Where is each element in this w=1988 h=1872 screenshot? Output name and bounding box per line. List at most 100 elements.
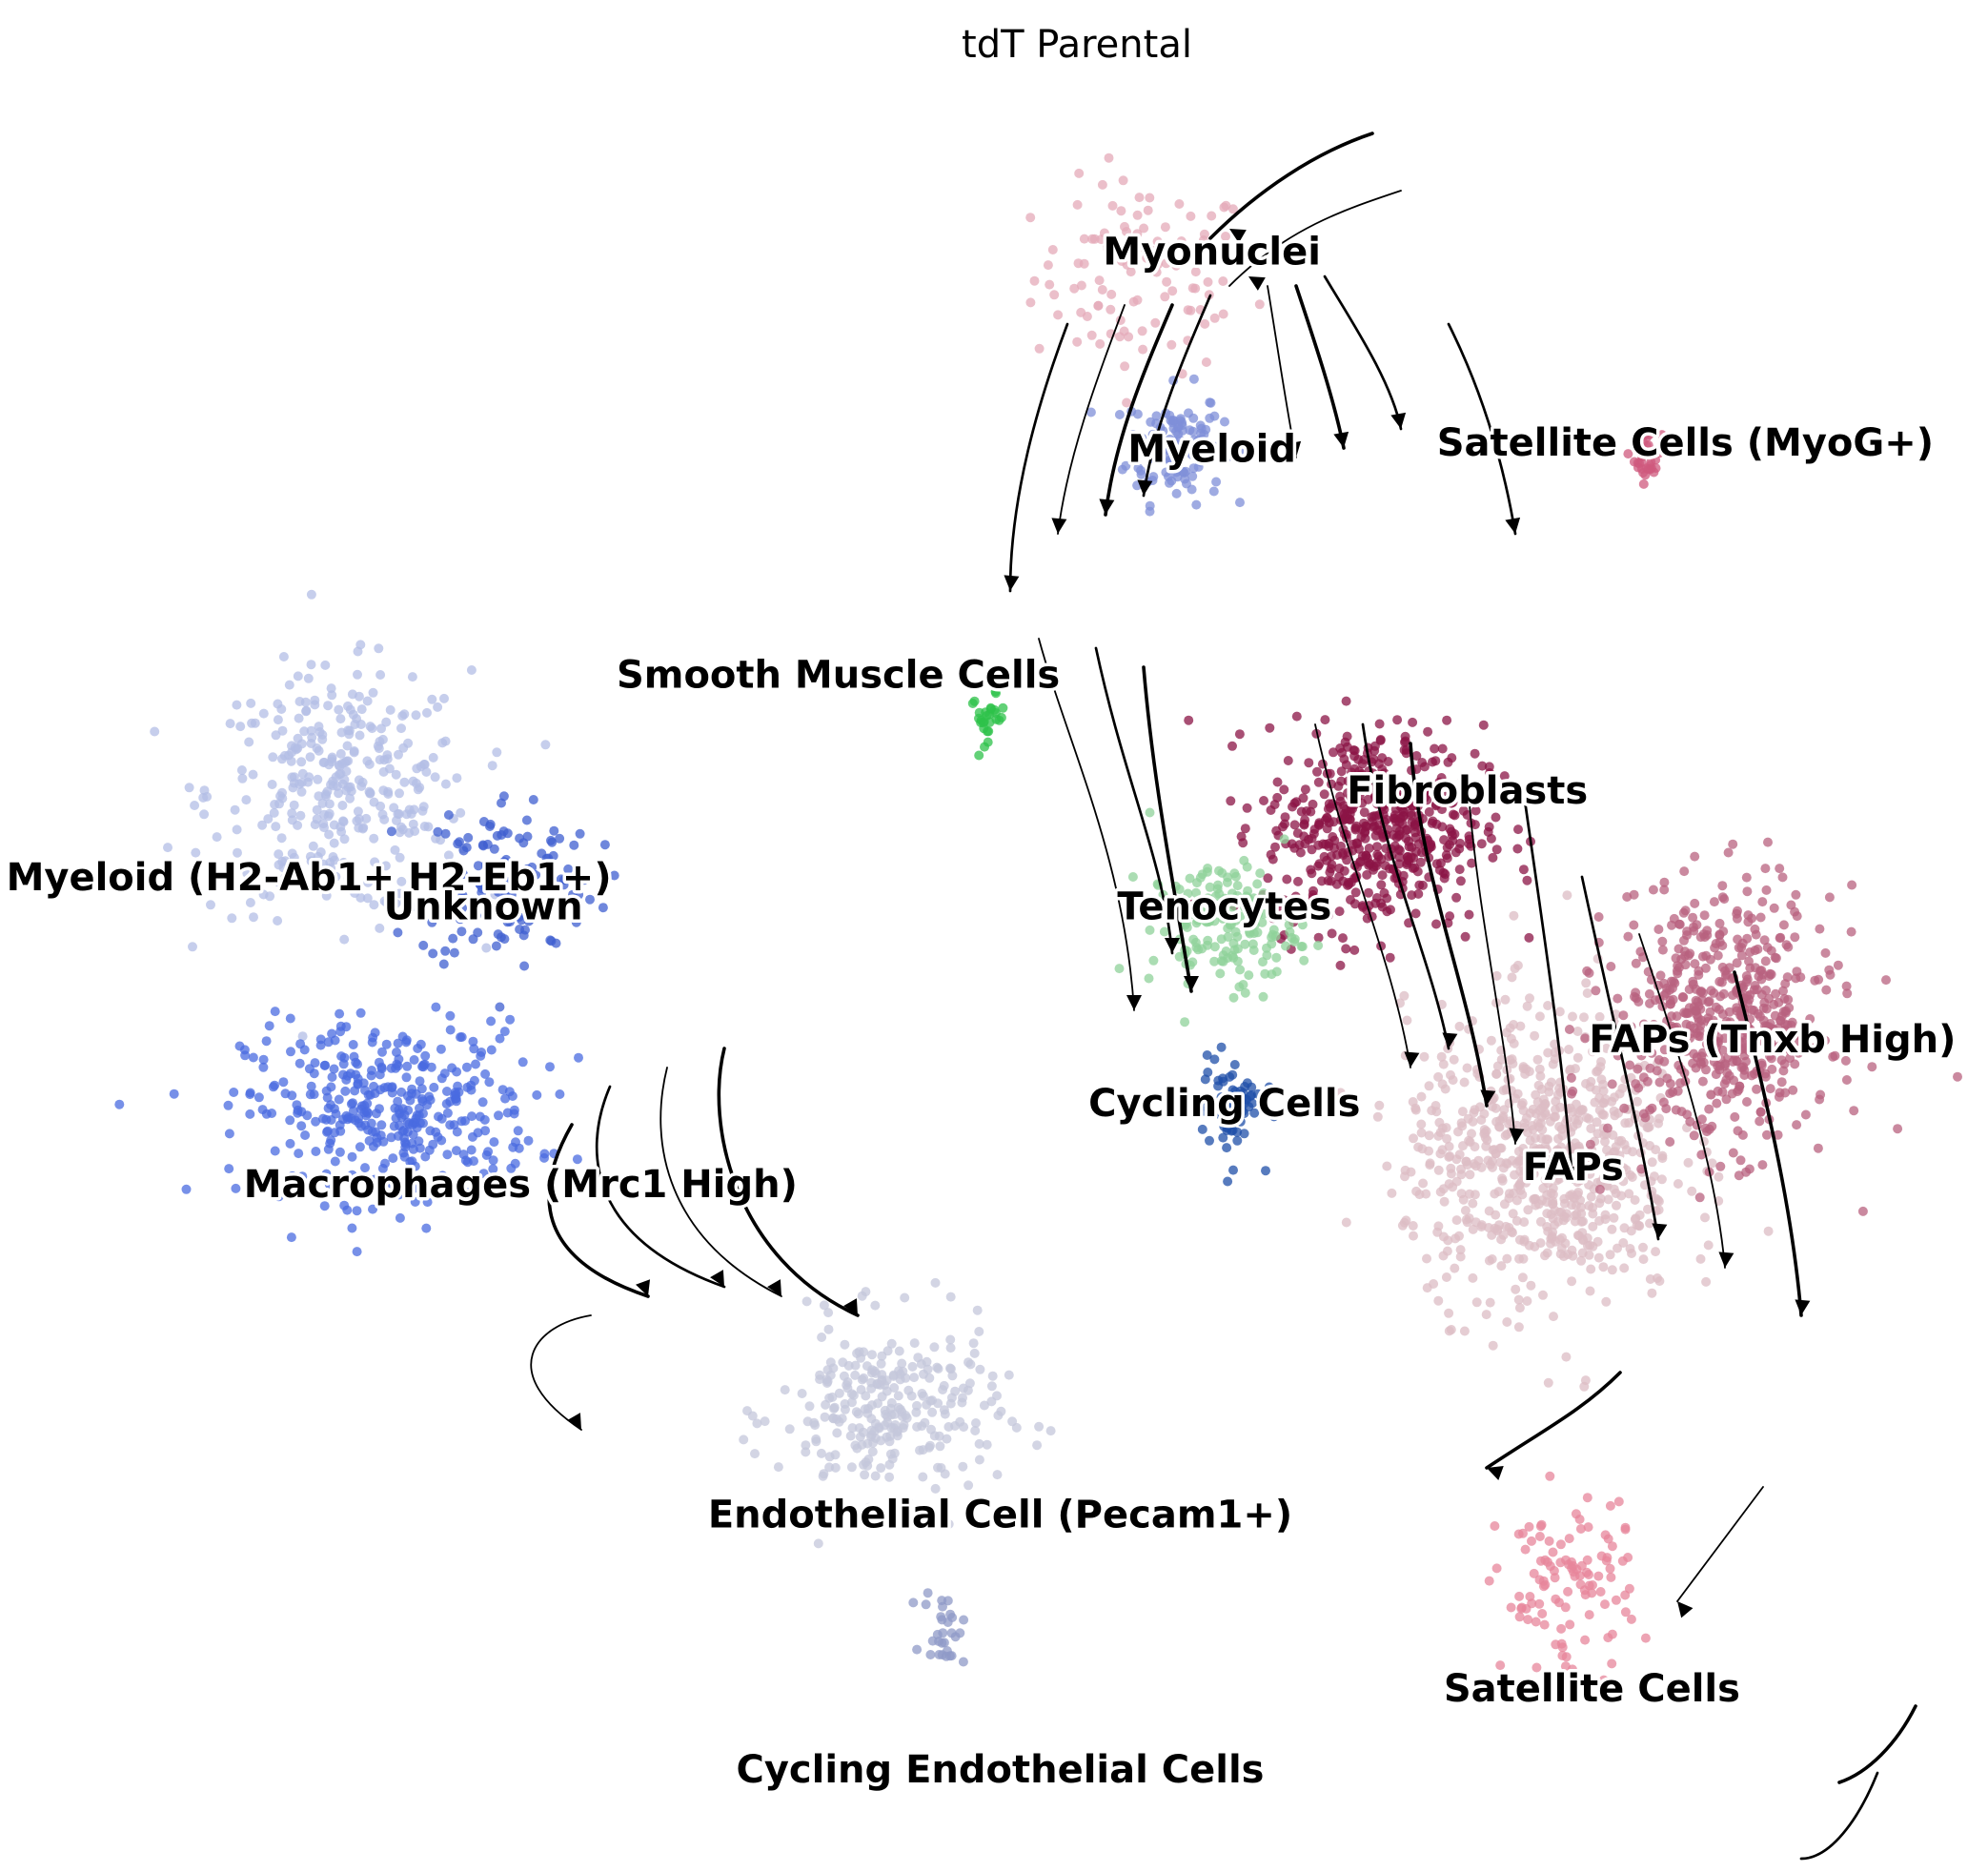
cell-point [461, 843, 472, 853]
cell-point [1178, 466, 1188, 477]
velocity-arrowhead [1652, 1223, 1668, 1239]
cell-point [1778, 920, 1789, 930]
cell-point [887, 1507, 898, 1517]
cell-point [964, 1357, 973, 1368]
cell-point [1267, 932, 1277, 943]
cell-point [347, 1170, 357, 1180]
cell-point [306, 660, 316, 670]
cell-point [1244, 1102, 1254, 1112]
cell-point [1408, 1221, 1418, 1231]
cell-point [350, 888, 360, 898]
cell-point [353, 806, 363, 817]
cell-point [457, 903, 468, 913]
cell-point [1440, 796, 1450, 806]
cell-point [1519, 1234, 1530, 1245]
cell-point [406, 808, 416, 819]
cell-point [569, 840, 579, 850]
cell-point [1737, 1037, 1748, 1048]
cell-point [894, 1346, 904, 1356]
cell-point [335, 1120, 345, 1130]
cell-point [274, 860, 284, 870]
cell-point [974, 750, 984, 761]
cell-point [1355, 857, 1366, 867]
cell-point [1132, 295, 1143, 305]
cell-point [1455, 1245, 1466, 1255]
cell-point [850, 1370, 861, 1380]
cell-point [1346, 791, 1356, 802]
cell-point [1416, 1119, 1427, 1129]
cell-point [1680, 905, 1691, 916]
cell-point [300, 1130, 311, 1140]
cell-point [1454, 865, 1465, 875]
cell-point [886, 1338, 897, 1349]
cell-point [376, 1120, 387, 1130]
cell-point [1460, 1206, 1471, 1215]
cell-point [1338, 848, 1348, 858]
cell-point [369, 833, 379, 844]
cell-point [310, 1058, 320, 1068]
cell-point [188, 942, 197, 952]
cell-point [1201, 357, 1211, 367]
cell-point [976, 718, 986, 727]
cell-point [1550, 1573, 1560, 1583]
cell-point [1654, 448, 1665, 458]
cell-point [958, 1657, 968, 1667]
velocity-arrowhead [1248, 276, 1266, 291]
cell-point [1542, 1197, 1552, 1208]
cell-point [299, 1045, 310, 1055]
cell-point [1672, 966, 1682, 976]
velocity-streamline [1323, 275, 1403, 431]
velocity-streamline [1267, 285, 1297, 458]
cell-point [1401, 824, 1411, 835]
cell-point [169, 1089, 179, 1099]
cell-point [1433, 1295, 1444, 1306]
cell-point [930, 1483, 941, 1494]
cell-point [1418, 880, 1428, 890]
cell-point [1776, 1077, 1787, 1088]
cell-point [1605, 1500, 1615, 1511]
cell-point [381, 1039, 392, 1049]
cell-point [1184, 715, 1194, 725]
cell-point [1409, 1231, 1418, 1241]
cell-point [331, 1109, 341, 1119]
cell-point [1575, 1175, 1586, 1186]
cell-point [296, 757, 307, 767]
cell-point [1500, 1130, 1511, 1141]
cell-point [487, 761, 497, 771]
cell-point [1418, 782, 1429, 792]
cell-point [240, 1050, 251, 1061]
cell-point [1045, 1426, 1056, 1436]
cell-point [1359, 755, 1369, 764]
cell-point [1579, 1012, 1589, 1023]
cell-point [1518, 1151, 1529, 1161]
cell-point [1532, 1054, 1543, 1065]
cell-point [357, 777, 368, 787]
cell-point [609, 870, 619, 881]
cell-point [1349, 763, 1360, 774]
cell-point [1271, 967, 1282, 977]
cell-point [1145, 807, 1155, 818]
cell-point [998, 702, 1008, 713]
cell-point [1468, 1224, 1478, 1234]
cell-point [1218, 276, 1228, 286]
cell-point [1479, 1109, 1490, 1119]
cell-point [163, 843, 172, 853]
cell-point [1450, 1233, 1461, 1244]
cell-point [1387, 1188, 1397, 1198]
cell-point [1179, 904, 1189, 914]
cell-point [1791, 889, 1801, 900]
cell-point [261, 1036, 272, 1047]
cell-point [1191, 887, 1201, 898]
cell-point [937, 1615, 947, 1625]
cell-point [1655, 970, 1666, 981]
cell-point [349, 1178, 359, 1189]
velocity-arrowhead [1390, 412, 1407, 429]
cell-point [481, 943, 492, 953]
cell-point [842, 1377, 853, 1387]
cell-point [1385, 864, 1394, 874]
cluster-points-myeloid-h2-ab1-h2-eb1- [150, 589, 551, 1042]
cell-point [970, 1426, 981, 1435]
cell-point [1810, 975, 1820, 986]
cell-point [1394, 845, 1405, 856]
